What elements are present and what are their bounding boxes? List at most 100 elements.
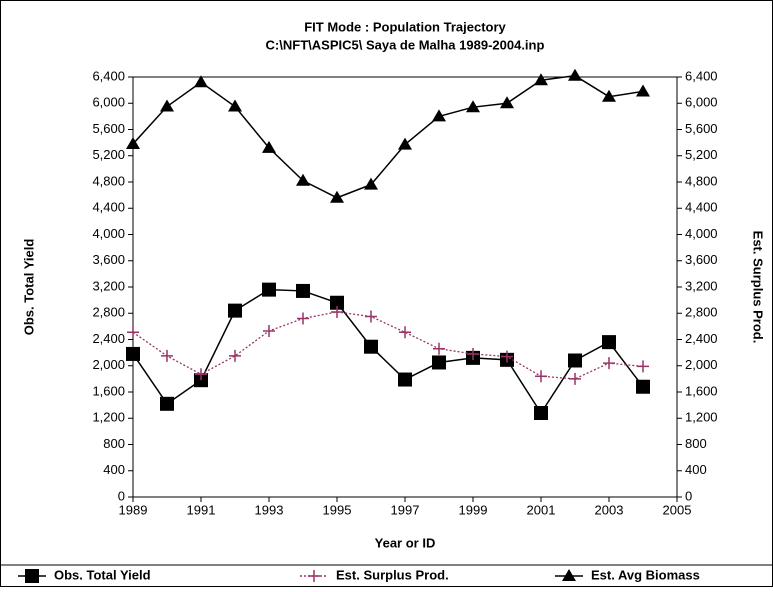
y-tick-label: 400 [103,462,125,477]
legend-label: Obs. Total Yield [54,567,151,582]
marker-plus [501,350,513,363]
y2-tick-label: 0 [685,488,692,503]
y-tick-label: 3,200 [92,278,125,293]
marker-plus [535,370,547,383]
marker-triangle [160,99,174,112]
y2-tick-label: 3,600 [685,252,718,267]
x-tick-label: 1989 [119,502,148,517]
marker-plus [308,570,320,582]
y-tick-label: 6,000 [92,95,125,110]
marker-triangle [432,109,446,122]
x-tick-label: 2003 [595,502,624,517]
marker-plus [127,326,139,339]
marker-triangle [562,569,576,581]
marker-square [296,283,310,298]
y-tick-label: 3,600 [92,252,125,267]
x-tick-label: 2001 [527,502,556,517]
x-tick-label: 1993 [255,502,284,517]
y2-tick-label: 6,000 [685,95,718,110]
marker-square [636,379,650,394]
series-line [132,74,644,199]
marker-plus [365,310,377,323]
y-tick-label: 1,200 [92,410,125,425]
y2-axis-label: Est. Surplus Prod. [751,231,766,344]
y-tick-label: 2,800 [92,305,125,320]
marker-plus [637,360,649,373]
y2-tick-label: 800 [685,436,707,451]
x-tick-label: 1997 [391,502,420,517]
y2-tick-label: 2,800 [685,305,718,320]
x-axis-label: Year or ID [375,535,436,550]
marker-plus [229,349,241,362]
marker-square [534,406,548,420]
y-tick-label: 4,400 [92,200,125,215]
x-tick-label: 1995 [323,502,352,517]
marker-plus [433,342,445,355]
marker-square [568,353,582,368]
marker-plus [603,357,615,370]
y2-tick-label: 5,200 [685,147,718,162]
marker-square [126,346,140,361]
marker-square [432,355,446,370]
y-tick-label: 6,400 [92,68,125,83]
marker-triangle [194,75,208,88]
marker-triangle [330,190,344,203]
chart-subtitle: C:\NFT\ASPIC5\ Saya de Malha 1989-2004.i… [266,37,545,52]
y2-tick-label: 4,800 [685,173,718,188]
marker-plus [399,326,411,339]
legend-label: Est. Surplus Prod. [336,567,449,582]
x-tick-label: 1991 [187,502,216,517]
marker-square [398,372,412,387]
y-tick-label: 800 [103,436,125,451]
x-tick-label: 1999 [459,502,488,517]
marker-plus [467,347,479,360]
marker-plus [263,324,275,337]
legend-label: Est. Avg Biomass [591,567,700,582]
marker-plus [161,349,173,362]
marker-triangle [398,137,412,150]
marker-plus [569,372,581,385]
marker-triangle [636,84,650,97]
y-tick-label: 4,000 [92,226,125,241]
marker-triangle [126,136,140,149]
marker-plus [195,368,207,381]
y-tick-label: 5,200 [92,147,125,162]
marker-square [330,295,344,310]
marker-square [364,339,378,354]
marker-triangle [534,73,548,86]
y2-tick-label: 1,600 [685,383,718,398]
y-axis-label: Obs. Total Yield [21,239,36,336]
y2-tick-label: 2,400 [685,331,718,346]
marker-square [25,569,39,583]
y2-tick-label: 3,200 [685,278,718,293]
marker-triangle [466,100,480,113]
y-tick-label: 2,000 [92,357,125,372]
y-tick-label: 1,600 [92,383,125,398]
chart-title: FIT Mode : Population Trajectory [304,19,506,34]
y2-tick-label: 1,200 [685,410,718,425]
y-tick-label: 0 [118,488,125,503]
y2-tick-label: 5,600 [685,121,718,136]
series-line [132,288,644,415]
marker-plus [331,305,343,318]
y2-tick-label: 4,000 [685,226,718,241]
series-line [132,311,644,380]
y-tick-label: 5,600 [92,121,125,136]
marker-triangle [296,173,310,186]
marker-triangle [364,177,378,190]
y2-tick-label: 4,400 [685,200,718,215]
marker-triangle [568,68,582,81]
marker-square [602,335,616,350]
marker-square [262,282,276,297]
marker-triangle [262,140,276,153]
marker-plus [297,312,309,325]
y2-tick-label: 2,000 [685,357,718,372]
y-tick-label: 2,400 [92,331,125,346]
y2-tick-label: 6,400 [685,68,718,83]
y-tick-label: 4,800 [92,173,125,188]
marker-triangle [602,89,616,102]
marker-triangle [228,99,242,112]
x-tick-label: 2005 [663,502,692,517]
